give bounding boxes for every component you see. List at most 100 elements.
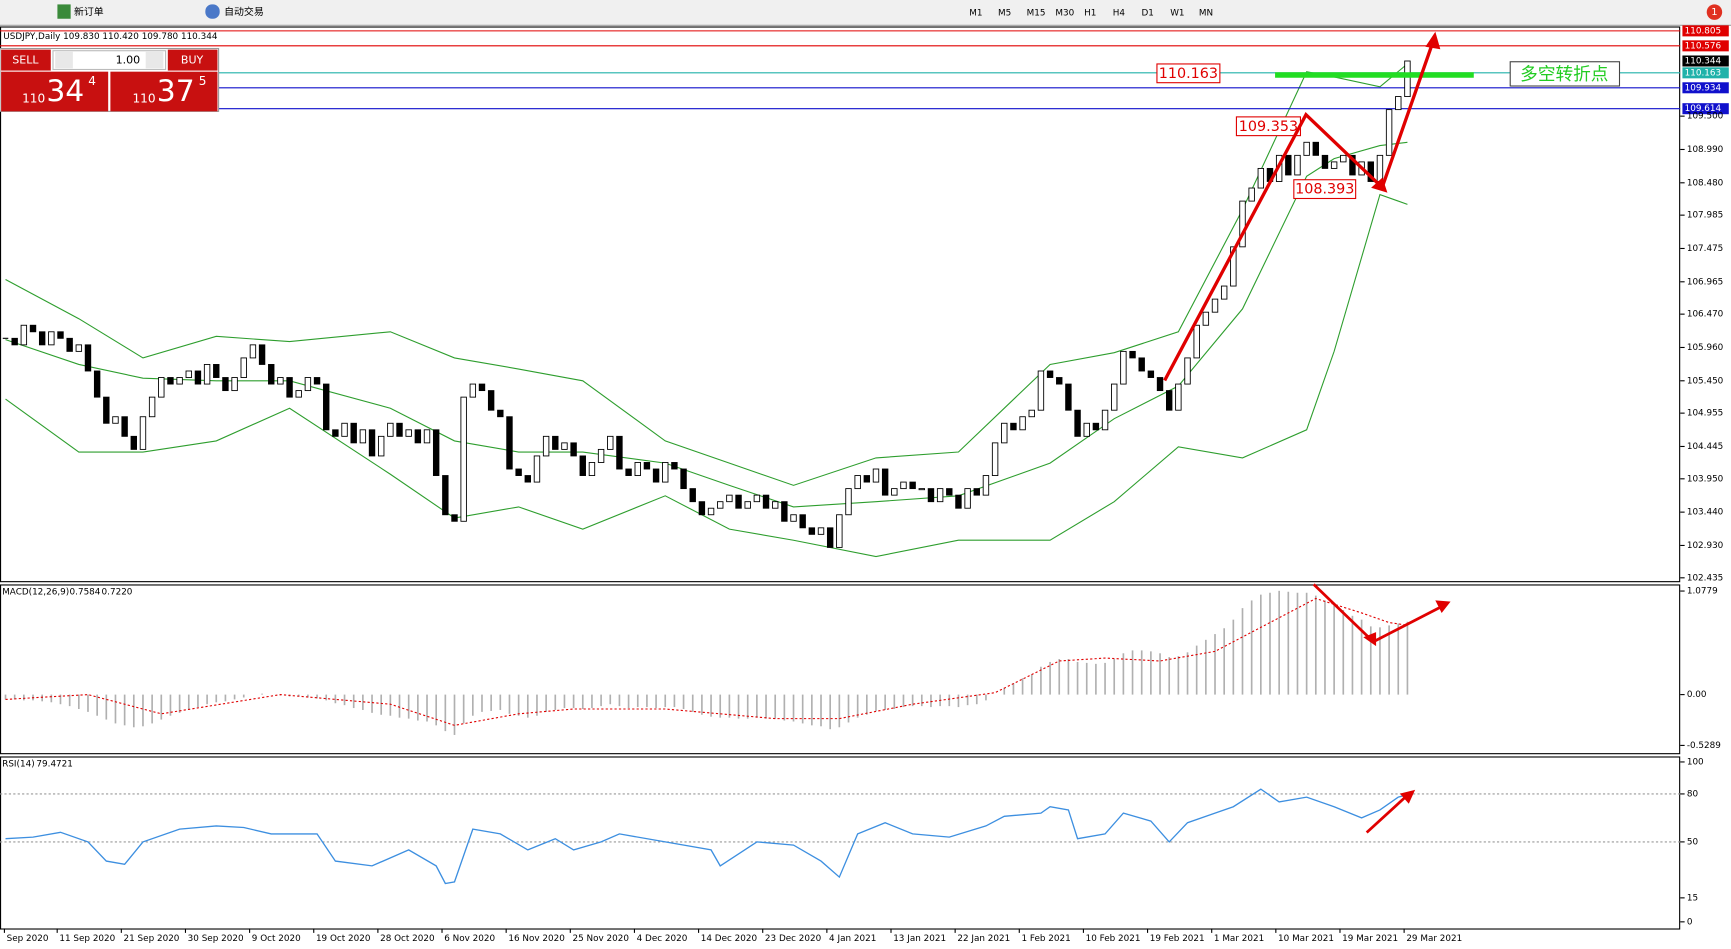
- candle: [442, 475, 449, 516]
- sell-button[interactable]: [1, 49, 51, 71]
- candle: [1312, 141, 1320, 156]
- candle: [341, 422, 348, 437]
- candle: [854, 475, 861, 490]
- candle: [698, 501, 706, 516]
- candle: [20, 324, 28, 346]
- candle: [451, 514, 458, 522]
- auto-trading-icon[interactable]: [205, 4, 220, 19]
- candle: [1175, 383, 1182, 411]
- buy-button[interactable]: [167, 49, 218, 71]
- buy-price-box[interactable]: [110, 71, 218, 112]
- candle: [561, 442, 568, 450]
- candle: [991, 442, 999, 476]
- candle: [634, 462, 641, 476]
- sell-label[interactable]: SELL: [12, 54, 39, 67]
- candle: [313, 377, 321, 385]
- candle: [552, 435, 559, 450]
- candle: [432, 429, 440, 476]
- y-tick-label: 109.500: [1687, 112, 1724, 122]
- candle: [121, 416, 128, 437]
- candle: [881, 468, 889, 496]
- timeframe[interactable]: M15: [1027, 9, 1046, 19]
- candle: [936, 488, 944, 503]
- y-tick-label: 103.950: [1687, 474, 1724, 484]
- candle: [542, 435, 550, 457]
- timeframe[interactable]: M30: [1055, 9, 1074, 19]
- x-tick-label: 21 Sep 2020: [124, 934, 180, 944]
- lot-value[interactable]: 1.00: [116, 54, 141, 67]
- new-order[interactable]: 新订单: [74, 5, 104, 18]
- candle: [323, 383, 330, 431]
- candle: [1385, 109, 1393, 156]
- candle: [1129, 350, 1136, 359]
- candle: [1303, 141, 1310, 156]
- candle: [1120, 350, 1127, 385]
- x-tick-label: 16 Nov 2020: [508, 934, 565, 944]
- x-tick-label: 4 Jan 2021: [829, 934, 876, 944]
- candle: [405, 429, 412, 437]
- price-label: 109.353: [1239, 119, 1298, 135]
- x-tick-label: Sep 2020: [7, 934, 49, 944]
- candle: [909, 481, 916, 490]
- candle: [478, 383, 486, 392]
- x-tick-label: 1 Feb 2021: [1021, 934, 1070, 944]
- candle: [872, 468, 880, 483]
- candle: [662, 462, 669, 483]
- sell-price-pips: 34: [46, 74, 84, 109]
- x-tick-label: 6 Nov 2020: [444, 934, 495, 944]
- rsi-arrow: [1365, 795, 1408, 834]
- timeframe[interactable]: H1: [1084, 9, 1096, 19]
- timeframe[interactable]: W1: [1170, 9, 1184, 19]
- level-tag-text: 110.576: [1685, 41, 1722, 51]
- candle: [744, 501, 751, 509]
- x-tick-label: 30 Sep 2020: [188, 934, 244, 944]
- candle: [817, 527, 825, 535]
- candle: [84, 344, 92, 372]
- new-order-icon[interactable]: [57, 4, 71, 19]
- y-tick-label: 107.475: [1687, 244, 1723, 254]
- y-tick-label: 102.930: [1687, 541, 1724, 551]
- lot-up[interactable]: [145, 51, 164, 69]
- level-tag: [1682, 103, 1729, 115]
- arrow-head: [1363, 632, 1377, 647]
- lot-down[interactable]: [55, 51, 73, 69]
- candle: [826, 527, 834, 548]
- buy-label[interactable]: BUY: [181, 54, 204, 67]
- trade-panel: SELL 1.00 BUY 110 34 4 110 37 5: [0, 47, 220, 112]
- timeframe[interactable]: D1: [1141, 9, 1153, 19]
- y-tick-label: 108.990: [1687, 145, 1724, 155]
- candle: [1046, 370, 1054, 378]
- lot-field[interactable]: [52, 50, 167, 71]
- candle: [790, 514, 797, 522]
- candle: [1019, 416, 1026, 431]
- timeframe[interactable]: MN: [1199, 9, 1213, 19]
- macd-signal-value: 0.7220: [102, 588, 133, 598]
- timeframe[interactable]: M5: [998, 9, 1011, 19]
- candle: [414, 429, 422, 444]
- auto-trading[interactable]: 自动交易: [224, 5, 264, 18]
- candle: [1101, 409, 1109, 431]
- candle: [1056, 377, 1063, 385]
- alert-badge[interactable]: [1706, 4, 1723, 20]
- candle: [497, 409, 504, 418]
- sell-price-box[interactable]: [1, 71, 109, 112]
- buy-price-point: 5: [199, 74, 207, 88]
- candle: [222, 377, 229, 392]
- timeframe[interactable]: H4: [1113, 9, 1126, 19]
- candle: [1092, 422, 1100, 431]
- candle: [11, 337, 18, 346]
- candle: [607, 435, 614, 450]
- candle: [368, 429, 376, 457]
- candle: [148, 396, 156, 418]
- candle: [808, 527, 816, 535]
- candle: [487, 390, 495, 411]
- timeframe[interactable]: M1: [969, 9, 982, 19]
- candle: [103, 396, 110, 424]
- candle: [836, 514, 843, 548]
- level-tag-text: 109.934: [1685, 83, 1722, 93]
- candle: [1349, 154, 1356, 176]
- arrow-path: [1163, 41, 1435, 382]
- price-label-box: [1293, 179, 1357, 200]
